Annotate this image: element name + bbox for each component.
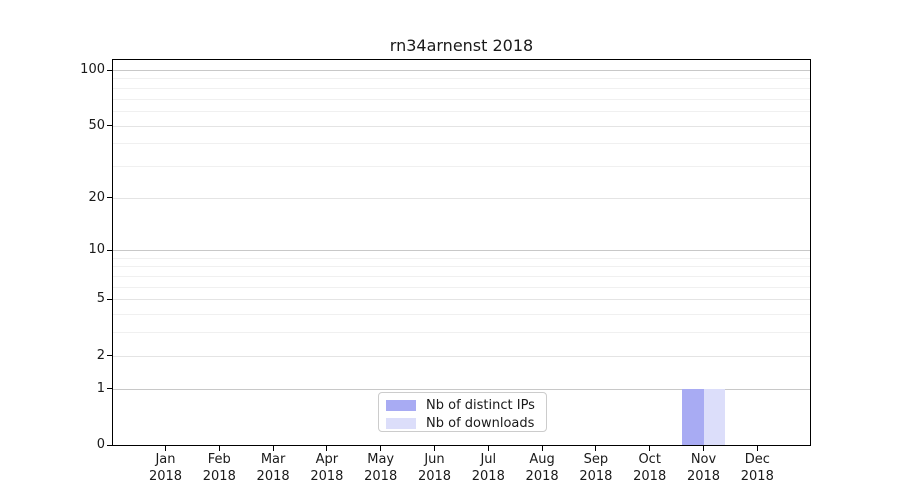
- y-tick-2: [107, 355, 113, 357]
- y-tick-label-10: 10: [88, 242, 105, 258]
- y-tick-label-5: 5: [96, 291, 105, 307]
- legend-entry-downloads: Nb of downloads: [386, 415, 538, 433]
- gridline-4: [113, 314, 810, 316]
- gridline-3: [113, 332, 810, 334]
- gridline-1: [113, 388, 810, 390]
- gridline-2: [113, 355, 810, 357]
- x-tick-label-jun: Jun 2018: [417, 452, 452, 484]
- x-tick-label-feb: Feb 2018: [202, 452, 236, 484]
- y-tick-label-0: 0: [96, 437, 105, 452]
- x-tick-jun: [433, 446, 436, 451]
- y-tick-20: [107, 197, 113, 199]
- legend-label-distinct-ips: Nb of distinct IPs: [426, 398, 535, 414]
- x-tick-sep: [595, 446, 597, 451]
- y-tick-label-50: 50: [88, 117, 105, 133]
- x-tick-feb: [218, 446, 220, 451]
- gridline-80: [113, 87, 810, 89]
- legend-entry-distinct-ips: Nb of distinct IPs: [386, 397, 538, 415]
- bar-nb-of-downloads-nov: [703, 388, 725, 445]
- y-tick-label-1: 1: [96, 380, 105, 396]
- gridline-90: [113, 78, 810, 80]
- x-tick-label-aug: Aug 2018: [525, 452, 559, 484]
- y-tick-5: [107, 298, 113, 301]
- x-tick-label-sep: Sep 2018: [579, 452, 613, 484]
- gridline-5: [113, 299, 810, 301]
- y-tick-label-20: 20: [88, 189, 105, 205]
- legend-swatch-distinct-ips: [386, 400, 416, 412]
- x-tick-aug: [541, 446, 543, 451]
- gridline-30: [113, 165, 810, 167]
- legend-swatch-downloads: [386, 417, 416, 429]
- x-tick-nov: [702, 446, 705, 451]
- y-tick-50: [107, 125, 113, 127]
- gridline-9: [113, 257, 810, 259]
- x-tick-apr: [326, 446, 328, 451]
- x-tick-label-apr: Apr 2018: [310, 452, 344, 484]
- gridline-100: [113, 70, 810, 71]
- gridline-6: [113, 286, 810, 288]
- x-tick-label-nov: Nov 2018: [686, 452, 721, 484]
- gridline-10: [113, 250, 810, 252]
- gridline-50: [113, 125, 810, 127]
- y-tick-1: [107, 388, 113, 390]
- x-tick-label-jan: Jan 2018: [148, 452, 183, 484]
- x-tick-label-jul: Jul 2018: [471, 452, 505, 484]
- y-tick-label-2: 2: [96, 347, 105, 363]
- chart-title: rn34arnenst 2018: [389, 36, 534, 55]
- bar-nb-of-distinct-ips-nov: [682, 388, 704, 445]
- x-tick-label-oct: Oct 2018: [633, 452, 667, 484]
- y-tick-0: [107, 444, 113, 446]
- gridline-7: [113, 276, 810, 278]
- plot-area: [112, 59, 811, 446]
- x-tick-jul: [487, 446, 489, 451]
- gridline-60: [113, 110, 810, 112]
- x-tick-label-may: May 2018: [364, 452, 398, 484]
- legend: Nb of distinct IPs Nb of downloads: [378, 392, 547, 432]
- x-tick-oct: [649, 446, 651, 451]
- x-tick-label-dec: Dec 2018: [740, 452, 774, 484]
- gridline-8: [113, 266, 810, 268]
- x-tick-dec: [756, 446, 758, 451]
- gridline-40: [113, 143, 810, 145]
- y-tick-label-100: 100: [80, 62, 105, 77]
- gridline-70: [113, 98, 810, 100]
- x-tick-mar: [272, 446, 274, 451]
- x-tick-label-mar: Mar 2018: [256, 452, 290, 484]
- x-tick-jan: [164, 446, 167, 451]
- y-tick-100: [107, 69, 113, 71]
- y-tick-10: [107, 249, 113, 251]
- x-tick-may: [380, 446, 382, 451]
- legend-label-downloads: Nb of downloads: [426, 415, 535, 431]
- gridline-20: [113, 197, 810, 199]
